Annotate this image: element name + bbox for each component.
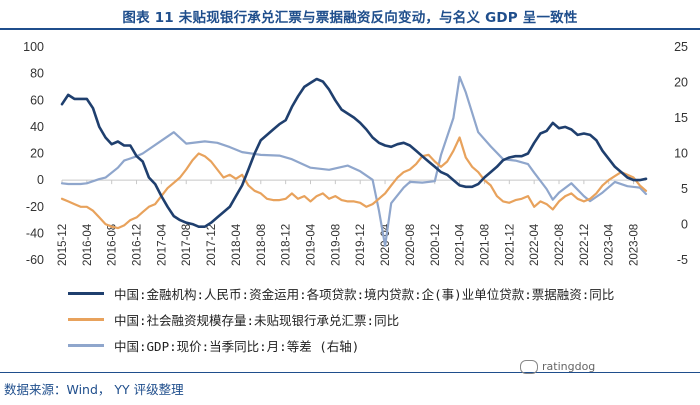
left-tick-label: 80 [30,67,44,81]
x-tick-label: 2022-12 [579,224,591,266]
right-tick-label: 20 [674,76,688,90]
x-tick-label: 2022-04 [529,223,541,266]
title-bar: 图表 11 未贴现银行承兑汇票与票据融资反向变动，与名义 GDP 呈一致性 [0,0,700,28]
wechat-icon [520,360,538,374]
watermark: ratingdog [520,360,595,374]
series-line-bill-financing [60,77,648,228]
legend: 中国:金融机构:人民币:资金运用:各项贷款:境内贷款:企(事)业单位贷款:票据融… [68,282,688,360]
legend-label-gdp: 中国:GDP:现价:当季同比:月:等差 (右轴) [114,339,360,354]
legend-label-undiscounted-bills: 中国:社会融资规模存量:未贴现银行承兑汇票:同比 [114,313,400,328]
right-tick-label: 15 [674,111,688,125]
left-tick-label: 40 [30,120,44,134]
x-tick-label: 2023-08 [629,224,641,266]
x-tick-label: 2016-08 [107,224,119,266]
right-tick-label: 10 [674,147,688,161]
right-tick-label: 5 [681,182,688,196]
x-tick-label: 2017-12 [206,224,218,266]
left-tick-label: 0 [37,173,44,187]
source-note: 数据来源：Wind， YY 评级整理 [4,382,184,397]
x-tick-label: 2020-12 [430,224,442,266]
right-tick-label: 0 [681,218,688,232]
x-tick-label: 2018-08 [256,224,268,266]
right-tick-label: 25 [674,40,688,54]
right-y-axis: -5 0 5 10 15 20 25 [674,40,688,267]
x-tick-label: 2017-08 [181,224,193,266]
chart-svg: -60 -40 -20 0 20 40 60 80 100 -5 0 5 10 15 20 25 2015-… [23,40,688,267]
watermark-text: ratingdog [542,360,596,373]
legend-item-undiscounted-bills: 中国:社会融资规模存量:未贴现银行承兑汇票:同比 [68,308,688,334]
x-tick-label: 2021-08 [479,224,491,266]
left-tick-label: -60 [26,253,44,267]
chart-title: 图表 11 未贴现银行承兑汇票与票据融资反向变动，与名义 GDP 呈一致性 [122,10,578,26]
title-divider [0,28,700,30]
right-tick-label: -5 [677,253,688,267]
x-tick-label: 2017-04 [156,223,168,266]
x-tick-label: 2020-08 [405,224,417,266]
x-axis: 2015-12 2016-04 2016-08 2016-12 2017-04 2017-… [57,179,646,266]
left-tick-label: 100 [23,40,44,54]
x-tick-label: 2022-08 [554,224,566,266]
x-tick-label: 2021-12 [504,224,516,266]
x-tick-label: 2021-04 [455,223,467,266]
legend-swatch-undiscounted-bills [68,318,104,321]
left-tick-label: 20 [30,147,44,161]
left-tick-label: -40 [26,226,44,240]
series-layer [60,75,648,247]
x-tick-label: 2018-04 [231,223,243,266]
series-line-gdp [60,75,648,247]
source-divider [0,372,700,373]
x-tick-label: 2016-12 [132,224,144,266]
legend-swatch-bill-financing [68,292,104,295]
x-tick-label: 2023-04 [604,223,616,266]
left-tick-label: -20 [26,200,44,214]
x-tick-label: 2019-04 [305,223,317,266]
x-tick-label: 2016-04 [82,223,94,266]
x-tick-label: 2018-12 [281,224,293,266]
legend-item-bill-financing: 中国:金融机构:人民币:资金运用:各项贷款:境内贷款:企(事)业单位贷款:票据融… [68,282,688,308]
series-line-undiscounted-bills [60,136,648,230]
x-tick-label: 2019-12 [355,224,367,266]
x-tick-label: 2015-12 [57,224,69,266]
legend-label-bill-financing: 中国:金融机构:人民币:资金运用:各项贷款:境内贷款:企(事)业单位贷款:票据融… [114,287,615,302]
x-tick-label: 2019-08 [330,224,342,266]
legend-item-gdp: 中国:GDP:现价:当季同比:月:等差 (右轴) [68,334,688,360]
left-tick-label: 60 [30,93,44,107]
left-y-axis: -60 -40 -20 0 20 40 60 80 100 [23,40,44,267]
legend-swatch-gdp [68,344,104,347]
